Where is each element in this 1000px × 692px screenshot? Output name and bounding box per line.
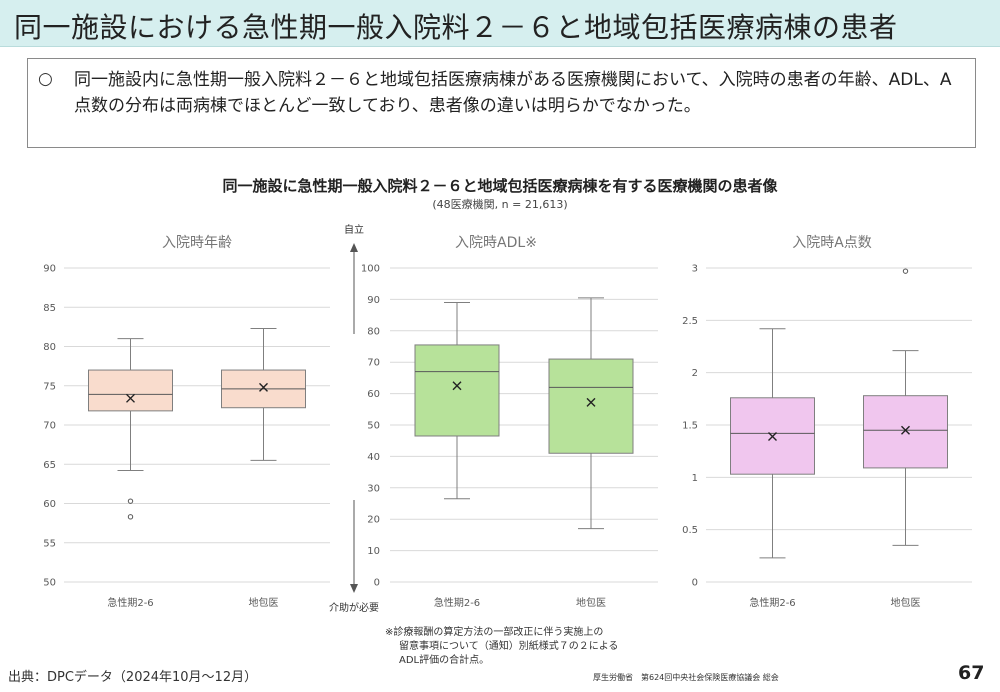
summary-text: 同一施設内に急性期一般入院料２－６と地域包括医療病棟がある医療機関において、入院…: [74, 70, 952, 116]
outlier-point: [902, 268, 909, 274]
footnote-line-1: ※診療報酬の算定方法の一部改正に伴う実施上の: [385, 627, 604, 638]
x-category-label: 地包医: [891, 596, 921, 609]
y-tick-label: 70: [367, 358, 380, 369]
box: [863, 395, 948, 469]
footer-org: 厚生労働省 第624回中央社会保険医療協議会 総会: [593, 673, 779, 682]
y-tick-label: 3: [692, 264, 698, 275]
y-tick-label: 2.5: [682, 316, 698, 327]
y-tick-label: 0: [374, 578, 380, 589]
x-category-label: 急性期2-6: [434, 596, 480, 609]
summary-bullet: ○: [38, 69, 53, 89]
footnote: ※診療報酬の算定方法の一部改正に伴う実施上の 留意事項について（通知）別紙様式７…: [385, 626, 675, 668]
y-tick-label: 50: [367, 421, 380, 432]
y-tick-label: 60: [367, 389, 380, 400]
y-tick-label: 90: [43, 264, 56, 275]
y-tick-label: 65: [43, 460, 56, 471]
y-tick-label: 80: [367, 326, 380, 337]
y-tick-label: 1.5: [682, 421, 698, 432]
y-tick-label: 30: [367, 483, 380, 494]
page-number: 67: [958, 662, 985, 684]
panel-title: 入院時ADL※: [455, 235, 537, 251]
x-category-label: 地包医: [576, 596, 606, 609]
y-tick-label: 90: [367, 295, 380, 306]
y-tick-label: 20: [367, 515, 380, 526]
box: [88, 369, 173, 412]
y-tick-label: 50: [43, 578, 56, 589]
y-tick-label: 40: [367, 452, 380, 463]
figure-subtitle: (48医療機関, n = 21,613): [432, 198, 568, 211]
footnote-line-3: ADL評価の合計点。: [399, 655, 490, 666]
figure-title: 同一施設に急性期一般入院料２－６と地域包括医療病棟を有する医療機関の患者像: [222, 177, 778, 195]
page-title: 同一施設における急性期一般入院料２－６と地域包括医療病棟の患者: [14, 11, 898, 44]
panel-title: 入院時年齢: [162, 235, 232, 251]
panel-title: 入院時A点数: [792, 235, 872, 251]
mean-marker: [126, 393, 135, 403]
mean-marker: [901, 425, 910, 435]
y-tick-label: 85: [43, 303, 56, 314]
y-tick-label: 55: [43, 538, 56, 549]
mean-marker: [586, 397, 596, 407]
y-tick-label: 0.5: [682, 525, 698, 536]
header-bar: 同一施設における急性期一般入院料２－６と地域包括医療病棟の患者: [0, 0, 1000, 47]
x-category-label: 急性期2-6: [749, 596, 795, 609]
outlier-point: [127, 514, 134, 520]
up-arrow-head: [350, 243, 358, 252]
source-text: 出典：DPCデータ（2024年10月～12月）: [8, 670, 258, 685]
box: [414, 344, 500, 437]
summary-box: ○ 同一施設内に急性期一般入院料２－６と地域包括医療病棟がある医療機関において、…: [27, 58, 976, 148]
y-tick-label: 100: [361, 264, 380, 275]
x-category-label: 急性期2-6: [107, 596, 153, 609]
y-tick-label: 75: [43, 381, 56, 392]
outlier-point: [127, 498, 134, 504]
footnote-line-2: 留意事項について（通知）別紙様式７の２による: [399, 641, 619, 652]
box: [548, 358, 634, 454]
y-tick-label: 2: [692, 368, 698, 379]
y-tick-label: 0: [692, 578, 698, 589]
y-tick-label: 80: [43, 342, 56, 353]
y-tick-label: 1: [692, 473, 698, 484]
y-tick-label: 60: [43, 499, 56, 510]
mean-marker: [259, 382, 268, 392]
y-tick-label: 10: [367, 546, 380, 557]
bottom-annotation: 介助が必要: [329, 601, 379, 614]
mean-marker: [768, 432, 777, 442]
x-category-label: 地包医: [249, 596, 279, 609]
top-annotation: 自立: [344, 223, 364, 236]
mean-marker: [452, 381, 462, 391]
down-arrow-head: [350, 584, 358, 593]
y-tick-label: 70: [43, 421, 56, 432]
